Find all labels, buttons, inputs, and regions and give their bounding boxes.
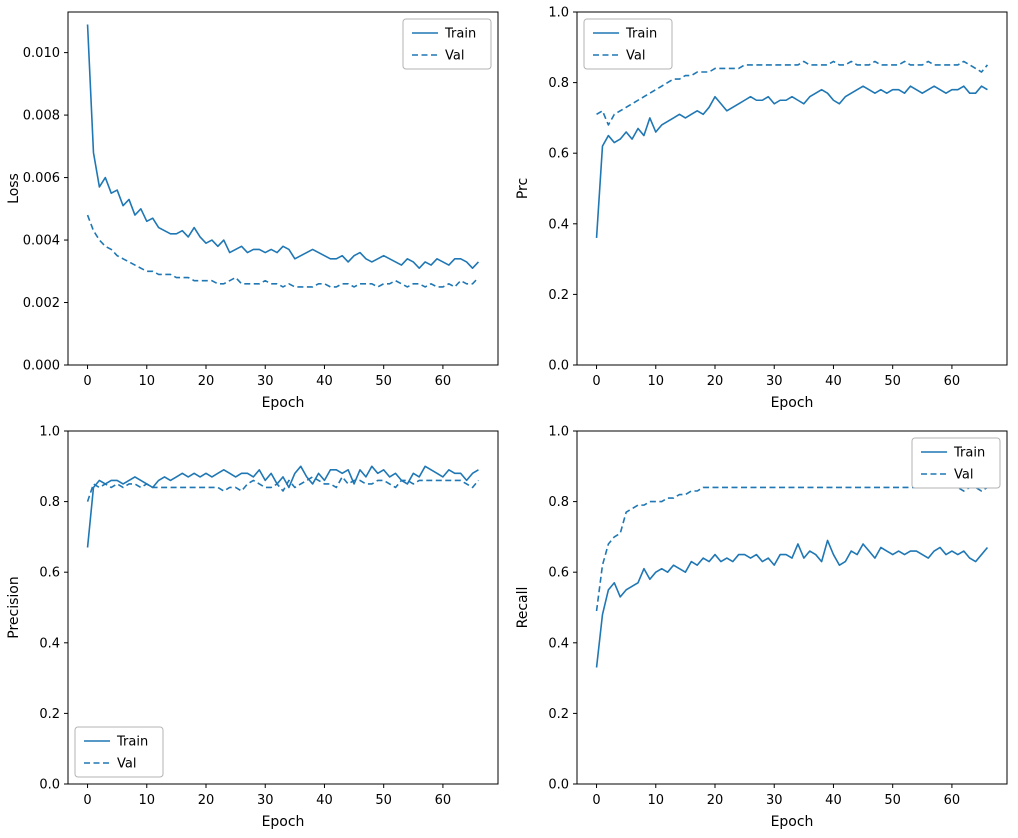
x-tick-label: 50 [884, 374, 901, 389]
x-tick-label: 30 [257, 793, 274, 808]
x-axis-label: Epoch [771, 814, 814, 830]
y-tick-label: 0.6 [548, 566, 569, 581]
x-tick-label: 20 [707, 793, 724, 808]
legend-train-label: Train [953, 446, 985, 461]
x-tick-label: 20 [198, 793, 215, 808]
x-tick-label: 30 [257, 374, 274, 389]
legend-val-label: Val [445, 49, 464, 64]
y-tick-label: 0.8 [39, 495, 60, 510]
x-tick-label: 0 [592, 793, 600, 808]
legend-train-label: Train [625, 27, 657, 42]
y-tick-label: 1.0 [39, 425, 60, 440]
y-axis-label: Prc [515, 178, 531, 199]
legend-box [583, 18, 673, 70]
y-tick-label: 0.008 [23, 109, 60, 124]
x-tick-label: 60 [944, 374, 961, 389]
axes-box [67, 430, 499, 785]
y-tick-label: 0.4 [548, 217, 569, 232]
legend-val-label: Val [626, 49, 645, 64]
val-line [596, 60, 989, 126]
y-tick-label: 0.2 [548, 288, 569, 303]
x-tick-label: 30 [766, 793, 783, 808]
y-tick-label: 0.2 [39, 707, 60, 722]
train-line [595, 85, 988, 238]
y-tick-label: 0.0 [548, 359, 569, 374]
y-axis-label: Loss [6, 173, 22, 204]
x-tick-label: 50 [375, 374, 392, 389]
x-tick-label: 60 [944, 793, 961, 808]
x-axis-label: Epoch [262, 814, 305, 830]
loss-chart: 0.000 0.002 0.004 0.006 0.008 0.010 0 10 20 30 40 5… [6, 11, 499, 411]
y-tick-label: 0.4 [39, 636, 60, 651]
y-tick-label: 0.006 [23, 171, 60, 186]
x-tick-label: 30 [766, 374, 783, 389]
axes-box [67, 11, 499, 366]
x-tick-label: 0 [83, 793, 91, 808]
x-tick-label: 20 [198, 374, 215, 389]
val-line [86, 214, 480, 288]
x-tick-label: 40 [316, 374, 333, 389]
axes-box [576, 430, 1008, 785]
recall-chart: 0.0 0.2 0.4 0.6 0.8 1.0 0 10 20 30 40 50 60 Epoch Reca… [515, 425, 1008, 830]
y-axis-label: Precision [6, 576, 22, 638]
y-tick-label: 0.004 [23, 234, 60, 249]
legend-train-label: Train [444, 27, 476, 42]
y-axis-label: Recall [515, 587, 531, 629]
x-tick-label: 10 [139, 374, 156, 389]
y-tick-label: 1.0 [548, 425, 569, 440]
y-tick-label: 0.002 [23, 296, 60, 311]
y-tick-label: 1.0 [548, 6, 569, 21]
x-tick-label: 50 [884, 793, 901, 808]
y-tick-label: 0.2 [548, 707, 569, 722]
legend-box [911, 437, 1001, 489]
legend-val-label: Val [954, 468, 973, 483]
val-line [86, 476, 480, 502]
x-tick-label: 40 [825, 374, 842, 389]
prc-chart: 0.0 0.2 0.4 0.6 0.8 1.0 0 10 20 30 40 50 60 Epoch Prc T… [515, 6, 1008, 411]
y-tick-label: 0.8 [548, 495, 569, 510]
axes-box [576, 11, 1008, 366]
x-tick-label: 10 [139, 793, 156, 808]
legend-val-label: Val [117, 757, 136, 772]
x-tick-label: 60 [435, 793, 452, 808]
y-tick-label: 0.6 [39, 566, 60, 581]
x-tick-label: 10 [648, 793, 665, 808]
y-tick-label: 0.4 [548, 636, 569, 651]
y-tick-label: 0.0 [39, 778, 60, 793]
y-tick-label: 0.0 [548, 778, 569, 793]
x-tick-label: 10 [648, 374, 665, 389]
train-line [595, 539, 989, 668]
x-tick-label: 50 [375, 793, 392, 808]
legend-box [402, 18, 492, 70]
val-line [595, 486, 988, 612]
x-tick-label: 60 [435, 374, 452, 389]
x-tick-label: 20 [707, 374, 724, 389]
x-tick-label: 0 [83, 374, 91, 389]
legend-train-label: Train [116, 735, 148, 750]
train-line [86, 24, 480, 269]
y-tick-label: 0.6 [548, 147, 569, 162]
x-tick-label: 40 [316, 793, 333, 808]
x-axis-label: Epoch [262, 395, 305, 411]
x-tick-label: 0 [592, 374, 600, 389]
x-axis-label: Epoch [771, 395, 814, 411]
y-tick-label: 0.000 [23, 359, 60, 374]
precision-chart: 0.0 0.2 0.4 0.6 0.8 1.0 0 10 20 30 40 50 60 Epoch Prec… [6, 425, 499, 830]
y-tick-label: 0.8 [548, 76, 569, 91]
legend-box [74, 726, 164, 778]
x-tick-label: 40 [825, 793, 842, 808]
y-tick-label: 0.010 [23, 46, 60, 61]
train-line [86, 465, 479, 548]
